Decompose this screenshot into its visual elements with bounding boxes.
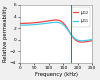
$\mu_{12}$ xyxy=(49,20,50,21)
$\mu_{12}$ xyxy=(22,23,24,24)
$\mu_{12}$ xyxy=(50,20,51,21)
$\mu_{11}$ xyxy=(63,24,64,25)
$\mu_{11}$ xyxy=(58,22,59,23)
$\mu_{12}$ xyxy=(70,33,71,34)
X-axis label: Frequency (kHz): Frequency (kHz) xyxy=(34,72,78,77)
$\mu_{11}$ xyxy=(19,25,21,26)
$\mu_{12}$ xyxy=(52,20,53,21)
$\mu_{12}$ xyxy=(58,20,59,21)
Y-axis label: Relative permeability: Relative permeability xyxy=(4,6,8,62)
$\mu_{11}$ xyxy=(50,22,51,23)
$\mu_{11}$ xyxy=(49,22,50,23)
$\mu_{12}$ xyxy=(19,23,21,24)
$\mu_{11}$ xyxy=(70,33,71,34)
Line: $\mu_{12}$: $\mu_{12}$ xyxy=(20,20,70,33)
Line: $\mu_{11}$: $\mu_{11}$ xyxy=(20,22,70,34)
$\mu_{11}$ xyxy=(55,22,56,23)
Legend: $\mu_{12}$, $\mu_{11}$: $\mu_{12}$, $\mu_{11}$ xyxy=(72,7,90,27)
$\mu_{12}$ xyxy=(63,23,64,24)
$\mu_{11}$ xyxy=(22,25,24,26)
$\mu_{11}$ xyxy=(52,22,53,23)
